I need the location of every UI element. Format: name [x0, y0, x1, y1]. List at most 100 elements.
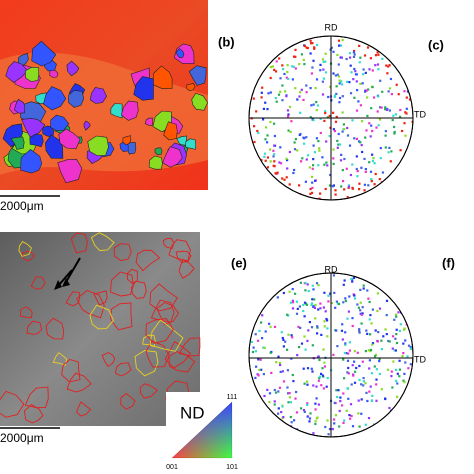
pole-point	[353, 53, 356, 56]
pole-point	[344, 299, 347, 303]
grain	[110, 103, 123, 119]
pole-point	[261, 314, 264, 317]
pole-point	[285, 76, 288, 79]
pole-point	[343, 419, 346, 422]
pole-point	[318, 149, 321, 152]
pole-point	[407, 367, 410, 370]
pole-point	[257, 339, 260, 342]
pole-point	[338, 44, 341, 47]
pole-point	[279, 90, 282, 93]
pole-point	[338, 79, 341, 82]
pole-point	[368, 390, 371, 393]
pole-point	[303, 410, 306, 413]
pole-point	[355, 73, 358, 76]
pole-point	[321, 58, 324, 61]
pole-point	[292, 55, 296, 58]
pole-point	[324, 112, 327, 115]
pole-point	[346, 80, 349, 83]
pole-point	[362, 68, 365, 71]
pole-point	[255, 365, 258, 368]
pole-point	[339, 396, 342, 399]
pole-point	[315, 101, 318, 104]
pole-point	[332, 72, 335, 75]
pole-point	[305, 91, 308, 94]
pole-point	[333, 401, 336, 404]
pole-point	[353, 96, 356, 99]
pole-point	[360, 412, 363, 415]
pole-point	[384, 130, 387, 133]
pole-point	[399, 108, 402, 112]
pole-point	[269, 148, 272, 151]
pole-point	[250, 340, 253, 343]
pole-point	[257, 131, 260, 135]
pole-point	[358, 182, 361, 185]
pole-point	[303, 142, 306, 145]
pole-point	[320, 384, 323, 387]
pole-point	[293, 148, 297, 151]
pole-point	[303, 382, 306, 385]
pole-point	[404, 361, 407, 364]
pole-point	[346, 387, 349, 390]
pole-point	[403, 90, 406, 93]
pole-point	[355, 167, 358, 171]
pole-point	[391, 119, 394, 122]
pole-point	[304, 348, 307, 351]
pole-point	[389, 160, 392, 163]
grain-boundary	[66, 372, 92, 393]
pole-point	[320, 372, 323, 375]
pole-point	[362, 384, 365, 387]
pole-point	[271, 65, 274, 68]
pole-point	[306, 402, 309, 405]
pole-point	[367, 349, 370, 352]
pole-point	[382, 335, 385, 338]
pole-point	[317, 379, 320, 382]
grain	[57, 158, 83, 184]
grain-boundary	[0, 390, 25, 418]
pole-point	[312, 384, 315, 387]
pole-point	[313, 298, 316, 301]
pole-point	[287, 333, 290, 336]
pole-point	[366, 399, 369, 403]
pole-point	[313, 306, 316, 309]
pole-point	[405, 96, 408, 99]
pole-point	[395, 333, 398, 336]
pole-point	[286, 70, 289, 74]
pole-point	[359, 82, 362, 85]
pole-point	[313, 46, 316, 49]
ebsd-map	[0, 0, 208, 190]
pole-point	[294, 48, 297, 51]
pole-point	[272, 149, 275, 152]
pole-point	[373, 183, 376, 186]
pole-point	[322, 77, 325, 80]
pole-point	[366, 96, 369, 99]
pole-point	[337, 39, 341, 42]
pole-point	[308, 420, 311, 423]
pole-point	[275, 361, 278, 364]
pole-point	[286, 109, 290, 112]
pole-point	[317, 284, 320, 287]
pole-point	[357, 306, 360, 309]
pole-point	[294, 397, 297, 400]
pole-point	[393, 349, 396, 352]
pole-point	[361, 360, 364, 363]
pole-point	[396, 372, 399, 375]
pole-point	[353, 294, 356, 297]
pole-point	[394, 113, 397, 116]
pole-point	[368, 161, 371, 164]
pole-point	[317, 164, 320, 167]
pole-point	[384, 106, 387, 109]
pole-point	[273, 134, 276, 138]
pole-point	[376, 292, 379, 295]
grain	[45, 134, 64, 159]
pole-point	[357, 399, 360, 402]
pole-point	[286, 348, 289, 351]
pole-point	[309, 87, 312, 90]
pole-point	[293, 168, 296, 172]
pole-point	[260, 96, 263, 99]
pole-point	[394, 349, 397, 352]
pole-point	[299, 111, 302, 114]
pole-point	[319, 307, 322, 310]
pole-point	[288, 150, 291, 154]
grain	[49, 68, 59, 78]
pole-point	[333, 130, 336, 133]
